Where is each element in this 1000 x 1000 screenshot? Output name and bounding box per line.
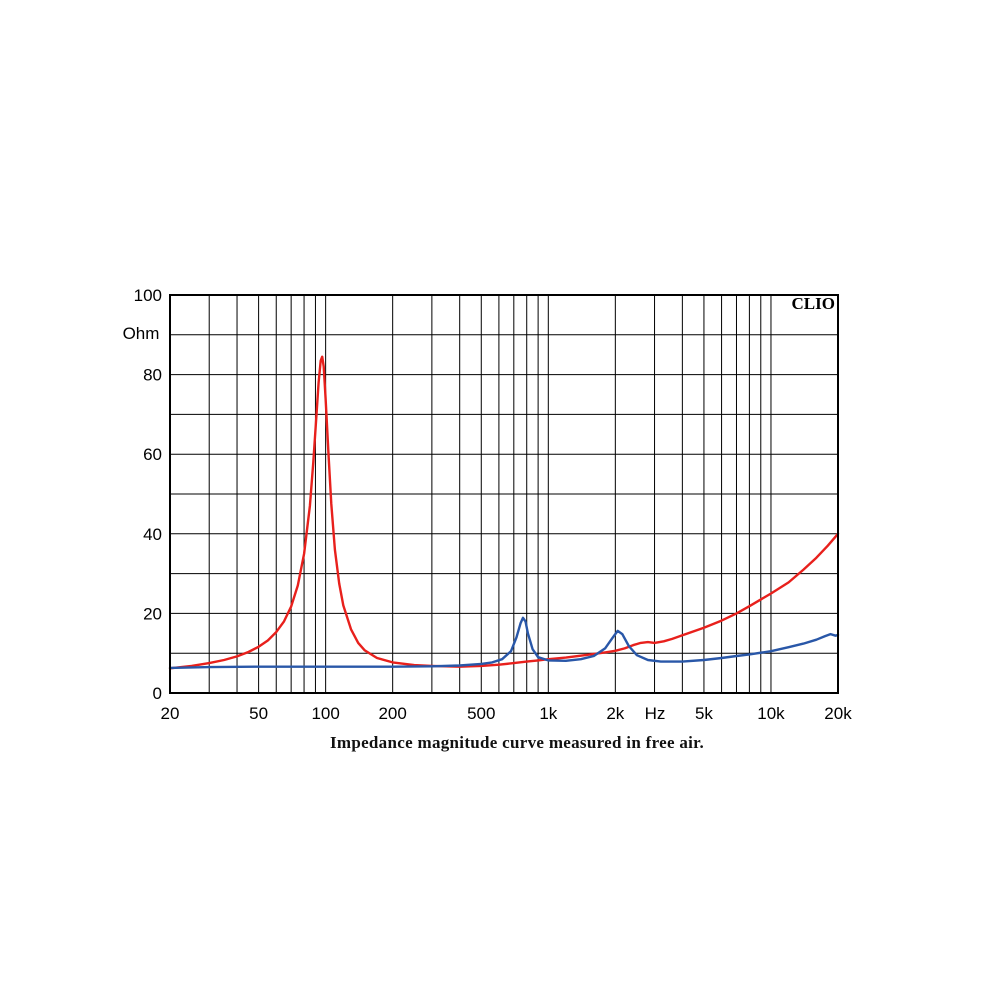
series-line-2 <box>168 616 840 670</box>
x-tick-label: 50 <box>249 704 268 723</box>
y-tick-label: 100 <box>134 286 162 305</box>
x-tick-label: 1k <box>539 704 557 723</box>
x-axis-unit-label: Hz <box>645 704 666 723</box>
x-tick-label: 20k <box>824 704 852 723</box>
x-tick-label: 200 <box>378 704 406 723</box>
grid-lines <box>170 295 838 693</box>
y-tick-label: 60 <box>143 445 162 464</box>
chart-caption: Impedance magnitude curve measured in fr… <box>330 733 704 752</box>
series-layer <box>168 355 840 670</box>
y-tick-label: 80 <box>143 366 162 385</box>
y-tick-label: 20 <box>143 604 162 623</box>
brand-label: CLIO <box>792 294 835 313</box>
x-tick-label: 10k <box>757 704 785 723</box>
x-tick-labels: 20 50 100 200 500 1k 2k 5k 10k 20k <box>161 704 853 723</box>
y-tick-labels: 0 20 40 60 80 100 <box>134 286 162 703</box>
x-tick-label: 20 <box>161 704 180 723</box>
y-axis-unit-label: Ohm <box>123 324 160 343</box>
x-tick-label: 500 <box>467 704 495 723</box>
series-line-1 <box>168 355 840 670</box>
x-tick-label: 5k <box>695 704 713 723</box>
x-tick-label: 100 <box>311 704 339 723</box>
x-tick-label: 2k <box>606 704 624 723</box>
plot-frame <box>169 294 839 694</box>
y-tick-label: 40 <box>143 525 162 544</box>
y-tick-label: 0 <box>153 684 162 703</box>
